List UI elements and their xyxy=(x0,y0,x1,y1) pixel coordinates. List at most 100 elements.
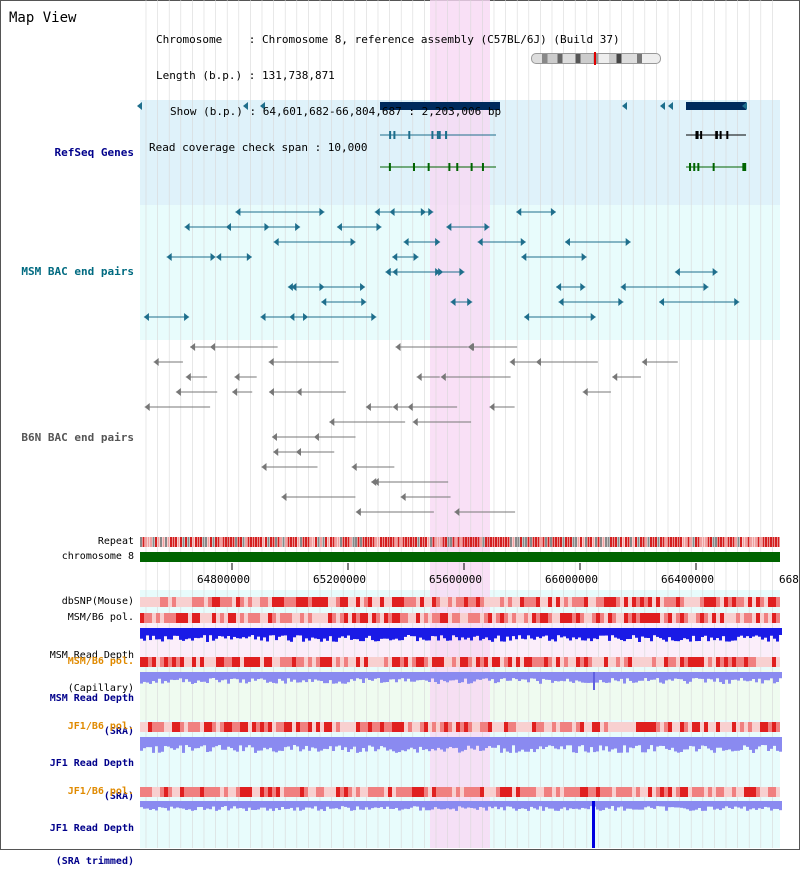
read-depth-bar xyxy=(641,801,644,810)
read-depth-bar xyxy=(446,672,449,683)
read-depth-bar xyxy=(401,737,404,751)
read-depth-bar xyxy=(590,672,593,683)
polymorphism-heat-cell xyxy=(612,657,616,667)
read-depth-bar xyxy=(536,801,539,810)
polymorphism-heat-cell xyxy=(220,613,224,623)
polymorphism-heat-cell xyxy=(568,597,572,607)
msm-bac-end-marker xyxy=(703,283,709,291)
read-depth-bar xyxy=(422,628,425,640)
polymorphism-heat-cell xyxy=(768,597,772,607)
polymorphism-heat-cell xyxy=(244,787,248,797)
read-depth-bar xyxy=(560,801,563,809)
read-depth-bar xyxy=(395,801,398,808)
chromosome-ideogram[interactable] xyxy=(531,52,661,65)
read-depth-bar xyxy=(752,801,755,809)
read-depth-bar xyxy=(617,628,620,639)
polymorphism-heat-cell xyxy=(292,787,296,797)
read-depth-bar xyxy=(281,737,284,751)
read-depth-bar xyxy=(143,801,146,809)
polymorphism-heat-cell xyxy=(540,787,544,797)
read-depth-bar xyxy=(239,801,242,808)
read-depth-bar xyxy=(296,737,299,747)
repeat-mark xyxy=(162,537,165,547)
polymorphism-heat-cell xyxy=(468,787,472,797)
read-depth-bar xyxy=(770,801,773,811)
polymorphism-heat-cell xyxy=(340,787,344,797)
read-depth-bar xyxy=(671,628,674,641)
read-depth-bar xyxy=(143,737,146,749)
read-depth-bar xyxy=(725,801,728,807)
read-depth-bar xyxy=(518,801,521,809)
read-depth-bar xyxy=(158,672,161,679)
read-depth-bar xyxy=(530,672,533,679)
polymorphism-heat-cell xyxy=(420,613,424,623)
polymorphism-heat-cell xyxy=(336,597,340,607)
repeat-mark xyxy=(745,537,747,547)
msm-bac-end-marker xyxy=(550,208,556,216)
read-depth-bar xyxy=(698,672,701,679)
read-depth-bar xyxy=(362,737,365,749)
polymorphism-heat-cell xyxy=(148,597,152,607)
read-depth-bar xyxy=(596,801,599,810)
genome-track-canvas[interactable] xyxy=(0,0,800,850)
polymorphism-heat-cell xyxy=(320,657,324,667)
track-label-jf1-depth-trim-line2: (SRA trimmed) xyxy=(55,856,134,867)
msm-bac-end-marker xyxy=(361,298,367,306)
read-depth-bar xyxy=(575,737,578,753)
read-depth-bar xyxy=(728,737,731,750)
read-depth-bar xyxy=(266,737,269,750)
read-depth-bar xyxy=(536,737,539,750)
polymorphism-heat-cell xyxy=(740,787,744,797)
read-depth-bar xyxy=(650,801,653,808)
polymorphism-heat-cell xyxy=(744,787,748,797)
read-depth-bar xyxy=(290,672,293,682)
polymorphism-heat-cell xyxy=(444,657,448,667)
read-depth-bar xyxy=(173,737,176,750)
read-depth-bar xyxy=(272,737,275,752)
repeat-mark xyxy=(232,537,235,547)
read-depth-bar xyxy=(305,672,308,683)
read-depth-bar xyxy=(635,672,638,683)
read-depth-bar xyxy=(740,801,743,809)
track-label-msm-bac: MSM BAC end pairs xyxy=(21,265,134,278)
read-depth-bar xyxy=(197,672,200,681)
polymorphism-heat-cell xyxy=(592,613,596,623)
read-depth-bar xyxy=(719,628,722,641)
read-depth-bar xyxy=(737,737,740,751)
repeat-mark xyxy=(402,537,405,547)
read-depth-bar xyxy=(317,672,320,681)
read-depth-bar xyxy=(443,628,446,639)
read-depth-bar xyxy=(365,801,368,808)
read-depth-bar xyxy=(578,801,581,810)
polymorphism-heat-cell xyxy=(708,787,712,797)
polymorphism-heat-cell xyxy=(636,597,640,607)
polymorphism-heat-cell xyxy=(496,597,500,607)
repeat-mark xyxy=(430,537,432,547)
polymorphism-heat-cell xyxy=(560,597,564,607)
polymorphism-heat-cell xyxy=(352,657,356,667)
repeat-mark xyxy=(685,537,687,547)
read-depth-bar xyxy=(152,628,155,636)
read-depth-bar xyxy=(200,737,203,747)
read-depth-bar xyxy=(437,672,440,684)
read-depth-bar xyxy=(419,737,422,747)
polymorphism-heat-cell xyxy=(628,722,632,732)
polymorphism-heat-cell xyxy=(604,597,608,607)
polymorphism-heat-cell xyxy=(368,657,372,667)
polymorphism-heat-cell xyxy=(252,613,256,623)
read-depth-bar xyxy=(224,737,227,750)
read-depth-bar xyxy=(347,737,350,752)
polymorphism-heat-cell xyxy=(636,787,640,797)
polymorphism-heat-cell xyxy=(360,613,364,623)
read-depth-bar xyxy=(296,628,299,636)
read-depth-bar xyxy=(770,628,773,636)
polymorphism-heat-cell xyxy=(656,787,660,797)
read-depth-bar xyxy=(158,628,161,640)
polymorphism-heat-cell xyxy=(712,597,716,607)
read-depth-bar xyxy=(341,801,344,807)
read-depth-bar xyxy=(491,801,494,809)
repeat-mark xyxy=(272,537,275,547)
read-depth-bar xyxy=(602,672,605,683)
polymorphism-heat-cell xyxy=(300,597,304,607)
b6n-bac-end-marker xyxy=(365,403,371,411)
